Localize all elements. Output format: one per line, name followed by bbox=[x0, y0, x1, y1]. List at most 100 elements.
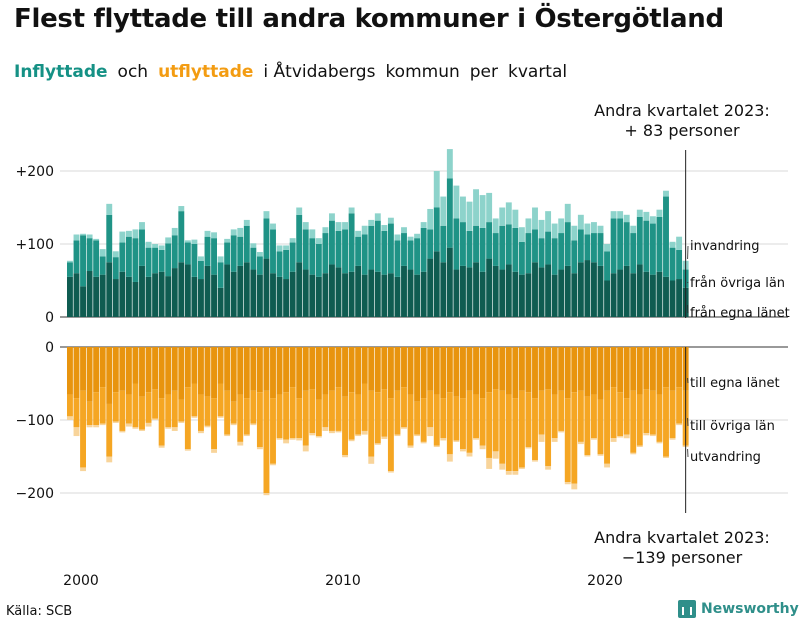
bar-to-own-county bbox=[460, 347, 466, 399]
bar-from-own-county bbox=[158, 271, 165, 317]
bar-immigration bbox=[106, 203, 113, 215]
bar-from-other-counties bbox=[283, 249, 290, 280]
bar-to-own-county bbox=[473, 347, 479, 395]
bar-emigration bbox=[427, 427, 434, 437]
bar-to-own-county bbox=[374, 347, 381, 393]
upper-series-label: invandring bbox=[690, 239, 759, 254]
bar-immigration bbox=[165, 237, 172, 244]
bar-immigration bbox=[453, 185, 460, 219]
bar-from-other-counties bbox=[374, 220, 381, 272]
bar-emigration bbox=[492, 451, 499, 459]
bar-from-own-county bbox=[669, 280, 676, 317]
bar-from-other-counties bbox=[198, 260, 204, 280]
bar-emigration bbox=[525, 447, 532, 449]
bar-to-own-county bbox=[492, 347, 499, 390]
xtick-label: 2010 bbox=[325, 573, 361, 589]
bar-emigration bbox=[473, 438, 479, 440]
bar-immigration bbox=[171, 227, 178, 236]
bar-immigration bbox=[466, 201, 473, 231]
bar-emigration bbox=[263, 493, 270, 496]
bar-from-other-counties bbox=[420, 227, 427, 272]
bar-to-other-counties bbox=[335, 387, 342, 431]
bar-from-own-county bbox=[617, 269, 624, 317]
bar-emigration bbox=[302, 445, 309, 452]
bar-to-own-county bbox=[119, 347, 126, 391]
bar-immigration bbox=[132, 229, 139, 239]
bar-to-own-county bbox=[649, 347, 656, 391]
bar-from-other-counties bbox=[636, 216, 643, 265]
bar-from-other-counties bbox=[86, 238, 93, 272]
bar-to-other-counties bbox=[649, 390, 656, 435]
bar-from-other-counties bbox=[604, 251, 610, 281]
bar-to-other-counties bbox=[243, 398, 250, 435]
bar-emigration bbox=[217, 416, 224, 418]
bar-to-other-counties bbox=[610, 387, 617, 439]
bar-immigration bbox=[283, 245, 290, 250]
bar-from-own-county bbox=[171, 268, 178, 317]
subtitle-per: per bbox=[469, 62, 498, 82]
bar-immigration bbox=[460, 196, 466, 223]
bar-to-own-county bbox=[381, 347, 388, 390]
bar-to-other-counties bbox=[204, 396, 211, 426]
bar-emigration bbox=[67, 416, 73, 420]
bar-emigration bbox=[139, 429, 145, 431]
lower-ytick-label: −200 bbox=[16, 486, 54, 502]
bar-to-own-county bbox=[263, 347, 270, 391]
bar-from-other-counties bbox=[505, 224, 512, 265]
bar-to-other-counties bbox=[263, 390, 270, 493]
bar-from-other-counties bbox=[492, 233, 499, 266]
bar-from-other-counties bbox=[597, 233, 604, 266]
upper-ytick-label: +200 bbox=[16, 164, 54, 180]
bar-from-own-county bbox=[230, 271, 237, 317]
bar-immigration bbox=[630, 225, 637, 234]
bar-to-own-county bbox=[505, 347, 512, 395]
bar-from-other-counties bbox=[466, 230, 473, 268]
bar-immigration bbox=[407, 236, 414, 241]
bar-from-other-counties bbox=[591, 233, 597, 263]
bar-from-own-county bbox=[545, 264, 552, 317]
bar-from-other-counties bbox=[250, 247, 257, 270]
bar-emigration bbox=[604, 463, 610, 468]
bar-from-other-counties bbox=[237, 236, 244, 266]
bar-to-other-counties bbox=[486, 392, 493, 458]
bar-to-other-counties bbox=[368, 390, 375, 457]
bar-to-other-counties bbox=[93, 392, 100, 426]
bar-to-own-county bbox=[99, 347, 106, 388]
bar-to-other-counties bbox=[355, 394, 362, 435]
bar-to-own-county bbox=[93, 347, 100, 393]
bar-from-own-county bbox=[204, 265, 211, 317]
bar-to-other-counties bbox=[237, 394, 244, 442]
bar-immigration bbox=[348, 207, 355, 214]
bar-from-own-county bbox=[270, 273, 276, 317]
bar-emigration bbox=[112, 421, 119, 423]
bar-immigration bbox=[80, 233, 86, 236]
bar-emigration bbox=[191, 416, 198, 418]
bar-from-other-counties bbox=[276, 251, 283, 277]
bar-emigration bbox=[158, 445, 165, 448]
bar-to-other-counties bbox=[597, 399, 604, 455]
bar-immigration bbox=[335, 222, 342, 231]
bar-immigration bbox=[610, 211, 617, 219]
bar-immigration bbox=[263, 211, 270, 219]
source-note: Källa: SCB bbox=[6, 604, 73, 619]
bar-from-own-county bbox=[165, 276, 172, 317]
bar-immigration bbox=[243, 219, 250, 226]
bar-to-other-counties bbox=[446, 392, 453, 455]
subtitle-kommun: kommun bbox=[385, 62, 460, 82]
bar-to-other-counties bbox=[564, 398, 571, 483]
bar-from-own-county bbox=[597, 265, 604, 317]
bar-to-own-county bbox=[165, 347, 172, 395]
bar-from-own-county bbox=[152, 273, 159, 317]
bar-immigration bbox=[420, 222, 427, 228]
bar-from-own-county bbox=[505, 264, 512, 317]
bar-immigration bbox=[584, 223, 591, 235]
bar-from-other-counties bbox=[263, 218, 270, 259]
bar-from-other-counties bbox=[191, 244, 198, 277]
bar-from-own-county bbox=[499, 269, 506, 317]
bar-to-own-county bbox=[184, 347, 191, 388]
bar-to-own-county bbox=[564, 347, 571, 399]
bar-emigration bbox=[329, 430, 335, 434]
bar-to-other-counties bbox=[545, 389, 552, 466]
bar-emigration bbox=[145, 422, 152, 427]
bar-immigration bbox=[368, 219, 375, 226]
